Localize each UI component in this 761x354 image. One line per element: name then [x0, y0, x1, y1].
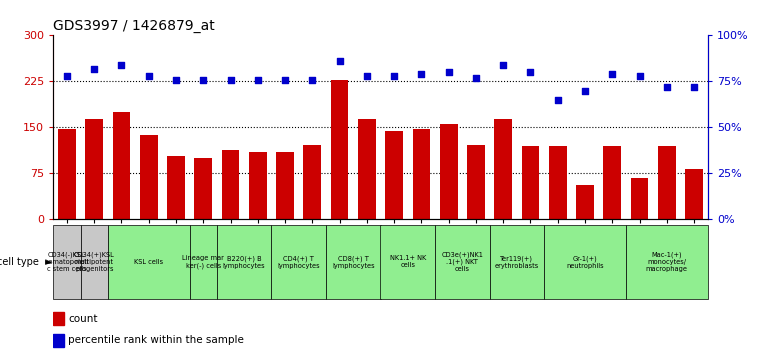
Bar	[85, 119, 103, 219]
Text: CD34(+)KSL
multipotent
progenitors: CD34(+)KSL multipotent progenitors	[74, 252, 115, 272]
Text: CD4(+) T
lymphocytes: CD4(+) T lymphocytes	[277, 255, 320, 269]
Bar	[358, 119, 376, 219]
Bar	[385, 131, 403, 219]
Bar	[276, 152, 294, 219]
Bar	[631, 178, 648, 219]
Bar	[549, 146, 567, 219]
Bar	[53, 334, 64, 347]
Bar	[140, 135, 158, 219]
Bar	[440, 124, 457, 219]
Point	[333, 58, 345, 64]
Bar	[167, 156, 185, 219]
Point	[170, 77, 182, 82]
Bar	[380, 225, 435, 299]
Point	[688, 84, 700, 90]
Bar	[576, 184, 594, 219]
Bar	[194, 158, 212, 219]
Text: percentile rank within the sample: percentile rank within the sample	[68, 335, 244, 346]
Bar	[412, 129, 430, 219]
Bar	[626, 225, 708, 299]
Point	[497, 62, 509, 68]
Bar	[467, 145, 485, 219]
Bar	[58, 129, 76, 219]
Text: Gr-1(+)
neutrophils: Gr-1(+) neutrophils	[566, 255, 603, 269]
Point	[470, 75, 482, 81]
Bar	[249, 152, 266, 219]
Bar	[81, 225, 108, 299]
Point	[224, 77, 237, 82]
Point	[197, 77, 209, 82]
Point	[388, 73, 400, 79]
Bar	[489, 225, 544, 299]
Point	[416, 71, 428, 77]
Bar	[113, 112, 130, 219]
Bar	[331, 80, 349, 219]
Point	[252, 77, 264, 82]
Text: CD34(-)KSL
hematopoieti
c stem cells: CD34(-)KSL hematopoieti c stem cells	[45, 252, 89, 272]
Text: CD8(+) T
lymphocytes: CD8(+) T lymphocytes	[332, 255, 374, 269]
Bar	[217, 225, 272, 299]
Point	[279, 77, 291, 82]
Text: count: count	[68, 314, 98, 324]
Bar	[189, 225, 217, 299]
Bar	[53, 225, 81, 299]
Text: B220(+) B
lymphocytes: B220(+) B lymphocytes	[223, 255, 266, 269]
Text: Mac-1(+)
monocytes/
macrophage: Mac-1(+) monocytes/ macrophage	[646, 252, 688, 272]
Bar	[435, 225, 489, 299]
Point	[361, 73, 373, 79]
Bar	[304, 145, 321, 219]
Point	[443, 69, 455, 75]
Text: Lineage mar
ker(-) cells: Lineage mar ker(-) cells	[183, 255, 224, 269]
Point	[306, 77, 318, 82]
Bar	[272, 225, 326, 299]
Text: Ter119(+)
erythroblasts: Ter119(+) erythroblasts	[495, 255, 539, 269]
Text: GDS3997 / 1426879_at: GDS3997 / 1426879_at	[53, 19, 215, 33]
Point	[579, 88, 591, 93]
Point	[61, 73, 73, 79]
Bar	[495, 119, 512, 219]
Point	[661, 84, 673, 90]
Point	[88, 66, 100, 72]
Text: CD3e(+)NK1
.1(+) NKT
cells: CD3e(+)NK1 .1(+) NKT cells	[441, 251, 483, 273]
Text: cell type  ►: cell type ►	[0, 257, 53, 267]
Bar	[521, 146, 540, 219]
Point	[552, 97, 564, 103]
Bar	[685, 169, 703, 219]
Bar	[326, 225, 380, 299]
Bar	[658, 146, 676, 219]
Bar	[53, 312, 64, 325]
Point	[142, 73, 154, 79]
Text: KSL cells: KSL cells	[134, 259, 164, 265]
Point	[116, 62, 128, 68]
Bar	[108, 225, 189, 299]
Point	[633, 73, 645, 79]
Point	[524, 69, 537, 75]
Point	[607, 71, 619, 77]
Bar	[221, 150, 240, 219]
Text: NK1.1+ NK
cells: NK1.1+ NK cells	[390, 256, 426, 268]
Bar	[544, 225, 626, 299]
Bar	[603, 146, 621, 219]
